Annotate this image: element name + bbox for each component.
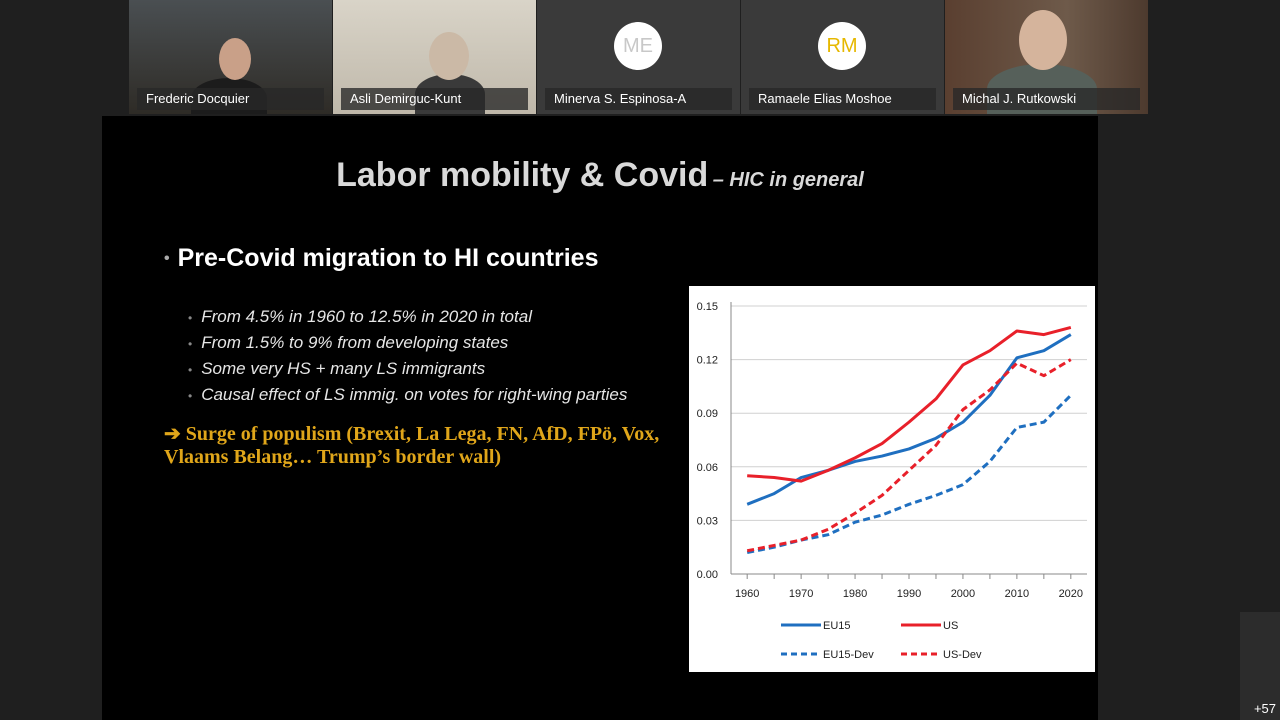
x-tick-label: 2010 [1005, 588, 1029, 600]
participant-face [1019, 10, 1067, 70]
bullet-dot: • [188, 337, 193, 351]
legend-label: EU15 [823, 620, 851, 632]
x-tick-label: 1990 [897, 588, 921, 600]
shared-slide: Labor mobility & Covid – HIC in general … [102, 116, 1098, 720]
main-bullet: • Pre-Covid migration to HI countries [164, 244, 598, 273]
sub-bullet: • From 1.5% to 9% from developing states [188, 330, 627, 356]
conclusion-text: ➔ Surge of populism (Brexit, La Lega, FN… [164, 423, 684, 469]
participant-face [429, 32, 469, 80]
sub-bullet: • Causal effect of LS immig. on votes for… [188, 382, 627, 408]
x-tick-label: 2000 [951, 588, 975, 600]
y-tick-label: 0.12 [697, 355, 718, 367]
slide-title-subtitle: – HIC in general [712, 169, 864, 191]
bullet-dot: • [188, 311, 193, 325]
slide-title: Labor mobility & Covid – HIC in general [102, 156, 1098, 195]
x-tick-label: 1980 [843, 588, 867, 600]
x-tick-label: 1970 [789, 588, 813, 600]
participant-name: Ramaele Elias Moshoe [749, 88, 936, 110]
participant-name: Frederic Docquier [137, 88, 324, 110]
y-tick-label: 0.06 [697, 462, 718, 474]
sub-bullet: • Some very HS + many LS immigrants [188, 356, 627, 382]
participant-name: Michal J. Rutkowski [953, 88, 1140, 110]
more-participants-count: +57 [1253, 701, 1276, 716]
participant-tile-2[interactable]: Asli Demirguc-Kunt [333, 0, 536, 114]
participant-avatar: RM [818, 22, 866, 70]
participant-tile-3[interactable]: ME Minerva S. Espinosa-A [537, 0, 740, 114]
migration-chart: 0.00 0.03 0.06 0.09 0.12 0.15 1960 1970 1980 1990… [689, 286, 1095, 672]
main-bullet-text: Pre-Covid migration to HI countries [177, 244, 599, 272]
participant-name: Minerva S. Espinosa-A [545, 88, 732, 110]
participant-tile-4[interactable]: RM Ramaele Elias Moshoe [741, 0, 944, 114]
arrow-icon: ➔ [164, 423, 181, 445]
bullet-dot: • [164, 250, 170, 268]
sub-bullet-text: Causal effect of LS immig. on votes for … [201, 385, 628, 404]
chart-svg: 0.00 0.03 0.06 0.09 0.12 0.15 1960 1970 1980 1990… [697, 301, 1087, 661]
x-tick-label: 1960 [735, 588, 759, 600]
legend-label: US-Dev [943, 649, 982, 661]
series-line-us [747, 325, 1072, 483]
participant-tile-1[interactable]: Frederic Docquier [129, 0, 332, 114]
y-tick-label: 0.09 [697, 408, 718, 420]
legend-label: US [943, 620, 958, 632]
bullet-dot: • [188, 363, 193, 377]
slide-title-main: Labor mobility & Covid [336, 156, 709, 194]
series-line-us-dev [746, 358, 1072, 553]
legend-label: EU15-Dev [823, 649, 874, 661]
sub-bullet: • From 4.5% in 1960 to 12.5% in 2020 in t… [188, 304, 627, 330]
sub-bullet-text: From 4.5% in 1960 to 12.5% in 2020 in to… [201, 307, 532, 326]
series-line-eu15-dev [746, 394, 1072, 555]
conclusion-body: Surge of populism (Brexit, La Lega, FN, … [164, 423, 660, 468]
participant-name: Asli Demirguc-Kunt [341, 88, 528, 110]
sub-bullet-list: • From 4.5% in 1960 to 12.5% in 2020 in t… [188, 304, 627, 408]
participant-tile-5[interactable]: Michal J. Rutkowski [945, 0, 1148, 114]
bullet-dot: • [188, 389, 193, 403]
y-tick-label: 0.03 [697, 515, 718, 527]
sub-bullet-text: Some very HS + many LS immigrants [201, 359, 486, 378]
participant-avatar: ME [614, 22, 662, 70]
participant-face [219, 38, 251, 80]
y-tick-label: 0.00 [697, 569, 718, 581]
more-participants-button[interactable]: +57 [1240, 612, 1280, 720]
series-line-eu15 [746, 333, 1072, 506]
x-tick-label: 2020 [1059, 588, 1083, 600]
sub-bullet-text: From 1.5% to 9% from developing states [201, 333, 509, 352]
y-tick-label: 0.15 [697, 301, 718, 313]
